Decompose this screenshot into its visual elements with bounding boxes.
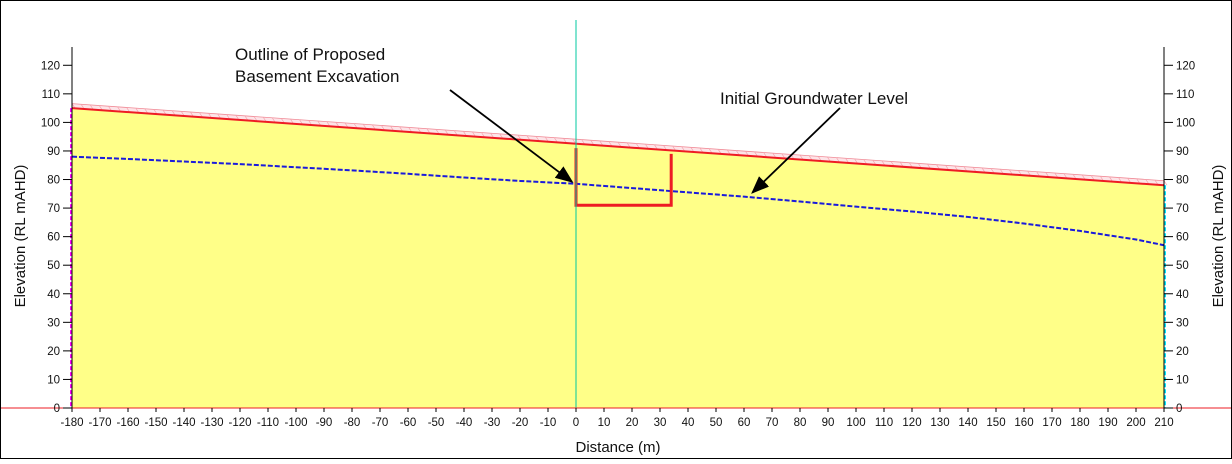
x-tick-label: -10 <box>540 417 557 429</box>
x-tick-label: 140 <box>958 417 977 429</box>
x-tick-label: -150 <box>144 417 167 429</box>
y-tick-label-left: 70 <box>47 203 60 215</box>
y-tick-label-left: 120 <box>41 60 60 72</box>
y-tick-label-right: 10 <box>1176 374 1189 386</box>
annotation-text: Initial Groundwater Level <box>720 89 908 108</box>
x-axis-title: Distance (m) <box>575 439 660 456</box>
y-tick-label-left: 0 <box>54 403 60 415</box>
y-tick-label-left: 80 <box>47 175 60 187</box>
y-tick-label-left: 90 <box>47 146 60 158</box>
x-tick-label: -170 <box>88 417 111 429</box>
y-tick-label-left: 110 <box>42 89 60 101</box>
annotation-arrow <box>449 89 574 183</box>
x-tick-label: 20 <box>626 417 639 429</box>
y-tick-label-right: 80 <box>1176 175 1189 187</box>
ground-surface-line <box>71 107 1165 187</box>
x-tick-label: 170 <box>1042 417 1061 429</box>
x-tick-label: -100 <box>284 417 307 429</box>
y-tick-label-right: 0 <box>1176 403 1182 415</box>
x-tick-label: 30 <box>654 417 667 429</box>
groundwater-line <box>71 155 1165 247</box>
y-tick-label-left: 100 <box>41 117 60 129</box>
y-axis-title-right: Elevation (RL mAHD) <box>1210 165 1227 308</box>
y-tick-label-left: 20 <box>47 346 60 358</box>
y-tick-label-right: 110 <box>1176 89 1194 101</box>
x-tick-label: 210 <box>1154 417 1173 429</box>
y-tick-label-right: 30 <box>1176 317 1189 329</box>
x-tick-label: 110 <box>875 417 893 429</box>
x-tick-label: 70 <box>766 417 779 429</box>
x-tick-label: 160 <box>1014 417 1033 429</box>
x-tick-label: 190 <box>1098 417 1117 429</box>
x-tick-label: 150 <box>986 417 1005 429</box>
annotation-arrow <box>751 107 841 194</box>
x-tick-label: 180 <box>1070 417 1089 429</box>
x-tick-label: 200 <box>1126 417 1145 429</box>
y-tick-label-right: 120 <box>1176 60 1195 72</box>
x-tick-label: 90 <box>822 417 835 429</box>
annotation-text: Basement Excavation <box>235 67 399 86</box>
annotation-text: Outline of Proposed <box>235 45 385 64</box>
x-tick-label: -70 <box>372 417 389 429</box>
x-tick-label: 40 <box>682 417 695 429</box>
y-tick-label-right: 70 <box>1176 203 1189 215</box>
x-tick-label: 60 <box>738 417 751 429</box>
soil-region <box>72 108 1164 409</box>
y-tick-label-right: 50 <box>1176 260 1189 272</box>
x-tick-label: -30 <box>484 417 501 429</box>
x-tick-label: -80 <box>344 417 361 429</box>
y-tick-label-right: 100 <box>1176 117 1195 129</box>
x-tick-label: 80 <box>794 417 807 429</box>
y-tick-label-right: 20 <box>1176 346 1189 358</box>
y-tick-label-right: 60 <box>1176 232 1189 244</box>
x-tick-label: 100 <box>846 417 865 429</box>
x-tick-label: -50 <box>428 417 445 429</box>
y-tick-label-left: 10 <box>47 374 60 386</box>
x-tick-label: -180 <box>60 417 83 429</box>
x-tick-label: 120 <box>902 417 921 429</box>
x-tick-label: -60 <box>400 417 417 429</box>
x-tick-label: -40 <box>456 417 473 429</box>
x-tick-label: 50 <box>710 417 723 429</box>
x-tick-label: -90 <box>316 417 333 429</box>
y-tick-label-left: 40 <box>47 289 60 301</box>
x-tick-label: -160 <box>116 417 139 429</box>
y-tick-label-right: 40 <box>1176 289 1189 301</box>
x-tick-label: -130 <box>200 417 223 429</box>
x-tick-label: -110 <box>257 417 279 429</box>
x-tick-label: -120 <box>228 417 251 429</box>
y-axis-title-left: Elevation (RL mAHD) <box>12 165 29 308</box>
y-tick-label-left: 30 <box>47 317 60 329</box>
y-tick-label-right: 90 <box>1176 146 1189 158</box>
y-tick-label-left: 60 <box>47 232 60 244</box>
x-tick-label: -140 <box>172 417 195 429</box>
x-tick-label: -20 <box>512 417 529 429</box>
x-tick-label: 0 <box>573 417 579 429</box>
y-tick-label-left: 50 <box>47 260 60 272</box>
x-tick-label: 10 <box>598 417 611 429</box>
x-tick-label: 130 <box>930 417 949 429</box>
